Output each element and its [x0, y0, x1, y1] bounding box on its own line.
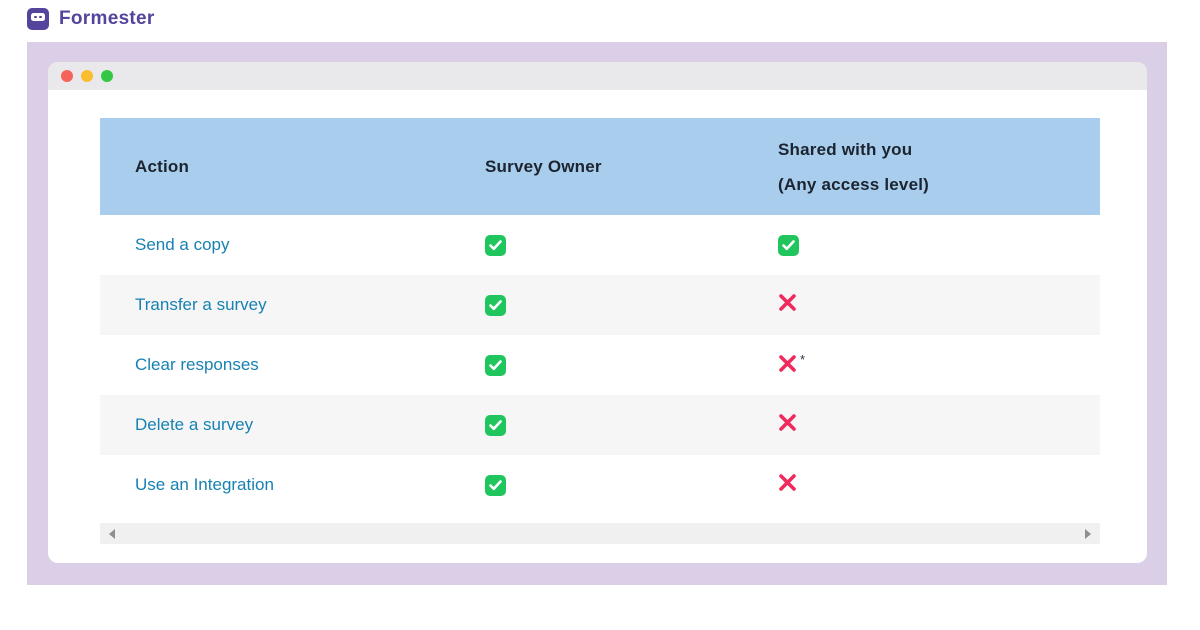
scroll-left-arrow[interactable] — [109, 528, 115, 539]
horizontal-scrollbar[interactable] — [100, 523, 1100, 544]
table-row: Transfer a survey — [100, 275, 1100, 335]
browser-window: Action Survey Owner Shared with you (Any… — [48, 62, 1147, 563]
brand-name: Formester — [59, 8, 155, 29]
action-link[interactable]: Delete a survey — [135, 415, 254, 434]
action-link[interactable]: Clear responses — [135, 355, 259, 374]
footnote-asterisk: * — [800, 352, 806, 367]
table-row: Clear responses * — [100, 335, 1100, 395]
brand-header: Formester — [27, 8, 155, 30]
action-link[interactable]: Use an Integration — [135, 475, 274, 494]
table-row: Delete a survey — [100, 395, 1100, 455]
cross-icon — [778, 354, 797, 373]
check-icon — [485, 234, 506, 256]
table-row: Send a copy — [100, 215, 1100, 275]
column-header-survey-owner: Survey Owner — [485, 156, 602, 176]
check-icon — [485, 414, 506, 436]
cross-icon — [778, 473, 797, 492]
check-icon — [485, 354, 506, 376]
cross-icon — [778, 293, 797, 312]
action-link[interactable]: Transfer a survey — [135, 295, 267, 314]
cross-icon — [778, 413, 797, 432]
check-icon — [778, 234, 799, 256]
window-titlebar — [48, 62, 1147, 90]
table-body: Send a copy Transfer a survey Clear respon… — [100, 215, 1100, 515]
minimize-button[interactable] — [81, 70, 93, 82]
check-icon — [485, 294, 506, 316]
lavender-backdrop: Action Survey Owner Shared with you (Any… — [27, 42, 1167, 585]
column-header-action: Action — [135, 156, 190, 176]
table-row: Use an Integration — [100, 455, 1100, 515]
scroll-right-arrow[interactable] — [1085, 528, 1091, 539]
check-icon — [485, 474, 506, 496]
action-link[interactable]: Send a copy — [135, 235, 230, 254]
permissions-table: Action Survey Owner Shared with you (Any… — [100, 118, 1100, 515]
formester-logo-icon — [27, 8, 49, 30]
close-button[interactable] — [61, 70, 73, 82]
column-header-shared-with-you: Shared with you (Any access level) — [778, 139, 930, 194]
maximize-button[interactable] — [101, 70, 113, 82]
table-header-row: Action Survey Owner Shared with you (Any… — [100, 118, 1100, 215]
